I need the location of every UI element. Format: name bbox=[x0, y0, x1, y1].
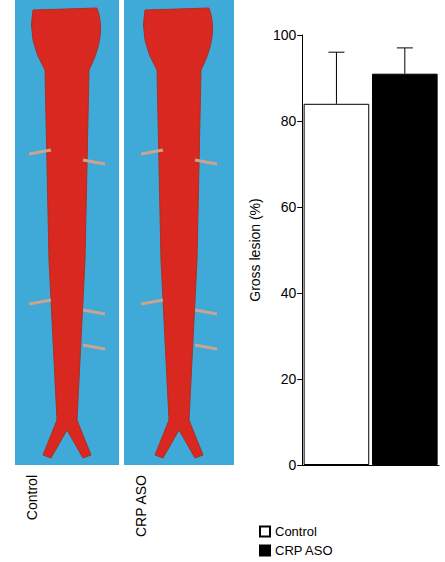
svg-text:0: 0 bbox=[288, 457, 296, 473]
svg-text:CRP ASO: CRP ASO bbox=[133, 475, 149, 537]
svg-text:60: 60 bbox=[281, 199, 297, 215]
svg-text:20: 20 bbox=[281, 371, 297, 387]
svg-text:40: 40 bbox=[281, 285, 297, 301]
svg-text:80: 80 bbox=[281, 113, 297, 129]
svg-text:Control: Control bbox=[275, 524, 317, 539]
svg-text:Gross lesion (%): Gross lesion (%) bbox=[247, 198, 263, 301]
svg-text:100: 100 bbox=[273, 27, 297, 43]
svg-text:CRP ASO: CRP ASO bbox=[275, 543, 333, 558]
svg-text:Control: Control bbox=[24, 475, 40, 520]
